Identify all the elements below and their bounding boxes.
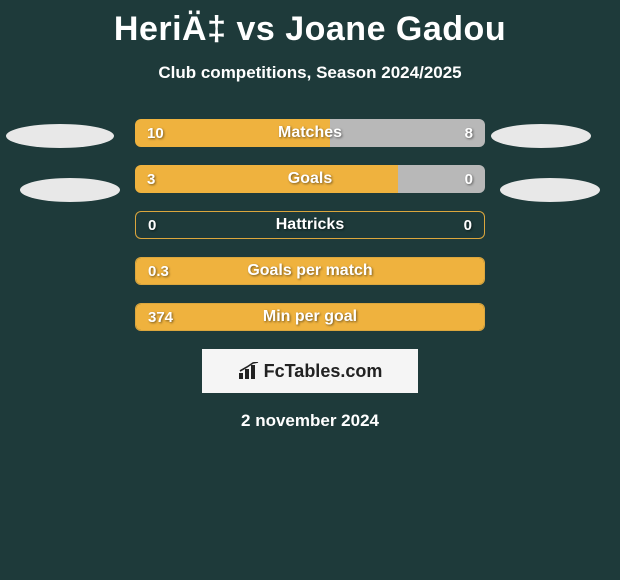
chart-icon xyxy=(238,362,260,380)
stat-row-min-per-goal: 374Min per goal xyxy=(135,303,485,331)
stat-row-matches: 10Matches8 xyxy=(135,119,485,147)
logo-box: FcTables.com xyxy=(202,349,418,393)
logo: FcTables.com xyxy=(238,361,383,382)
stat-row-goals: 3Goals0 xyxy=(135,165,485,193)
decor-ellipse-0 xyxy=(6,124,114,148)
stat-value-right: 0 xyxy=(465,165,473,193)
date: 2 november 2024 xyxy=(0,411,620,431)
stat-value-right: 8 xyxy=(465,119,473,147)
decor-ellipse-3 xyxy=(500,178,600,202)
stat-label: Min per goal xyxy=(136,304,484,330)
stat-row-hattricks: 0Hattricks0 xyxy=(135,211,485,239)
subtitle: Club competitions, Season 2024/2025 xyxy=(0,63,620,83)
decor-ellipse-1 xyxy=(20,178,120,202)
stat-value-right: 0 xyxy=(464,212,472,238)
decor-ellipse-2 xyxy=(491,124,591,148)
stats-container: 10Matches83Goals00Hattricks00.3Goals per… xyxy=(135,119,485,331)
stat-label: Matches xyxy=(135,119,485,147)
stat-label: Goals per match xyxy=(136,258,484,284)
stat-label: Hattricks xyxy=(136,212,484,238)
stat-row-goals-per-match: 0.3Goals per match xyxy=(135,257,485,285)
logo-text: FcTables.com xyxy=(264,361,383,382)
page-title: HeriÄ‡ vs Joane Gadou xyxy=(0,0,620,49)
stat-label: Goals xyxy=(135,165,485,193)
